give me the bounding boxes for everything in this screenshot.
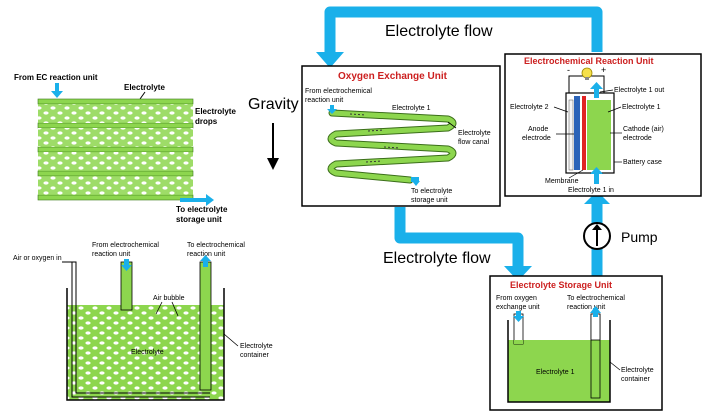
rx-electrolyte1-out: Electrolyte 1 out <box>614 87 664 94</box>
rx-electrolyte1-in: Electrolyte 1 in <box>568 187 614 194</box>
drops-label-line2: drops <box>195 117 218 126</box>
rx-cathode-line1: Cathode (air) <box>623 126 664 133</box>
drops-electrolyte-label: Electrolyte <box>124 83 165 92</box>
bubbler-outlet-tube <box>199 261 212 391</box>
oxygen-unit-title: Oxygen Exchange Unit <box>338 71 448 82</box>
drops-inlet-label: From EC reaction unit <box>14 73 98 82</box>
oxygen-from-line2: reaction unit <box>305 97 343 104</box>
pump-arrowhead <box>592 224 602 230</box>
bubbler-to-line1: To electrochemical <box>187 242 245 249</box>
drops-outlet-line1: To electrolyte <box>176 205 228 214</box>
drops-outlet-arrow <box>180 198 208 202</box>
oxygen-canal-line2: flow canal <box>458 139 490 146</box>
bubbler-container-line1: Electrolyte <box>240 343 273 350</box>
rx-membrane: Membrane <box>545 178 579 185</box>
membrane <box>582 96 586 170</box>
storage-to-line2: reaction unit <box>567 304 605 311</box>
cathode-electrolyte <box>587 100 611 170</box>
oxygen-to-line2: storage unit <box>411 197 448 204</box>
oxygen-to-line1: To electrolyte <box>411 188 452 195</box>
bubbler-container <box>66 288 225 401</box>
bubbler-electrolyte-label: Electrolyte <box>131 349 164 356</box>
rx-cathode-line2: electrode <box>623 135 652 142</box>
rx-battery-case: Battery case <box>623 159 662 166</box>
rx-electrolyte1-label: Electrolyte 1 <box>622 104 661 111</box>
top-flow-arrowhead <box>316 52 344 68</box>
drops-inlet-arrow <box>55 83 59 93</box>
anode-electrode <box>574 96 580 170</box>
plus-sign: + <box>601 65 606 75</box>
oxygen-electrolyte1-label: Electrolyte 1 <box>392 105 431 112</box>
rx-anode-line2: electrode <box>522 135 551 142</box>
reaction-unit-title: Electrochemical Reaction Unit <box>524 56 654 66</box>
electrolyte-storage-unit: Electrolyte Storage Unit From oxygen exc… <box>489 275 663 411</box>
pump-flow-arrowhead <box>584 191 610 204</box>
oxygen-canal-line1: Electrolyte <box>458 130 491 137</box>
air-bubble-label: Air bubble <box>153 295 185 302</box>
bubbler-container-line2: container <box>240 352 269 359</box>
air-in-label: Air or oxygen in <box>13 255 62 262</box>
storage-container <box>507 320 611 403</box>
oxygen-exchange-unit: Oxygen Exchange Unit From electrochemica… <box>301 65 501 207</box>
bottom-flow-pipe <box>394 207 524 270</box>
rx-electrolyte2-label: Electrolyte 2 <box>510 104 549 111</box>
bubbler-from-line2: reaction unit <box>92 251 130 258</box>
top-flow-pipe <box>324 6 603 55</box>
minus-sign: - <box>567 65 570 75</box>
top-flow-label: Electrolyte flow <box>385 23 493 40</box>
bulb-icon <box>581 67 593 79</box>
gravity-label: Gravity <box>248 96 299 113</box>
storage-container-line2: container <box>621 376 650 383</box>
rx-anode-line1: Anode <box>528 126 548 133</box>
bubbler-from-line1: From electrochemical <box>92 242 159 249</box>
storage-from-line1: From oxygen <box>496 295 537 302</box>
storage-container-line1: Electrolyte <box>621 367 654 374</box>
bottom-flow-label: Electrolyte flow <box>383 250 491 267</box>
electrochemical-reaction-unit: Electrochemical Reaction Unit - + Electr… <box>504 53 702 197</box>
storage-electrolyte1-label: Electrolyte 1 <box>536 369 575 376</box>
pump-label: Pump <box>621 229 658 245</box>
bottom-flow-arrowhead <box>504 266 532 281</box>
oxygen-from-line1: From electrochemical <box>305 88 372 95</box>
storage-from-line2: exchange unit <box>496 304 540 311</box>
drops-label-line1: Electrolyte <box>195 107 236 116</box>
bubbler-to-line2: reaction unit <box>187 251 225 258</box>
drops-outlet-line2: storage unit <box>176 215 222 224</box>
storage-to-line1: To electrochemical <box>567 295 625 302</box>
storage-unit-title: Electrolyte Storage Unit <box>510 280 612 290</box>
bubbler-panel: Air or oxygen in From electrochemical re… <box>13 242 273 401</box>
drops-panel: From EC reaction unit Electrolyte Electr… <box>14 73 236 224</box>
